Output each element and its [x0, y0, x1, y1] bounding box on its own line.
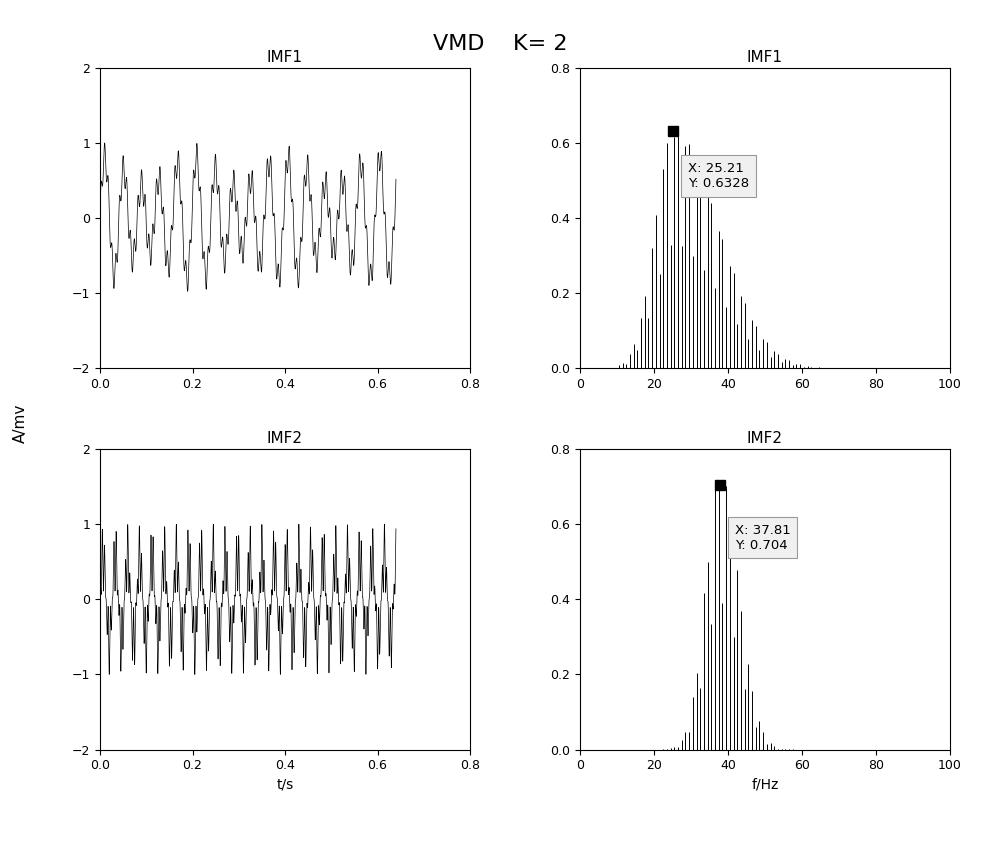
Text: X: 25.21
Y: 0.6328: X: 25.21 Y: 0.6328 — [688, 162, 749, 190]
Title: IMF1: IMF1 — [747, 50, 783, 65]
Title: IMF1: IMF1 — [267, 50, 303, 65]
X-axis label: f/Hz: f/Hz — [751, 778, 779, 792]
Text: VMD    K= 2: VMD K= 2 — [433, 34, 567, 54]
X-axis label: t/s: t/s — [276, 778, 294, 792]
Text: A/mv: A/mv — [12, 404, 28, 443]
Text: X: 37.81
Y: 0.704: X: 37.81 Y: 0.704 — [735, 524, 790, 552]
Title: IMF2: IMF2 — [267, 431, 303, 446]
Title: IMF2: IMF2 — [747, 431, 783, 446]
